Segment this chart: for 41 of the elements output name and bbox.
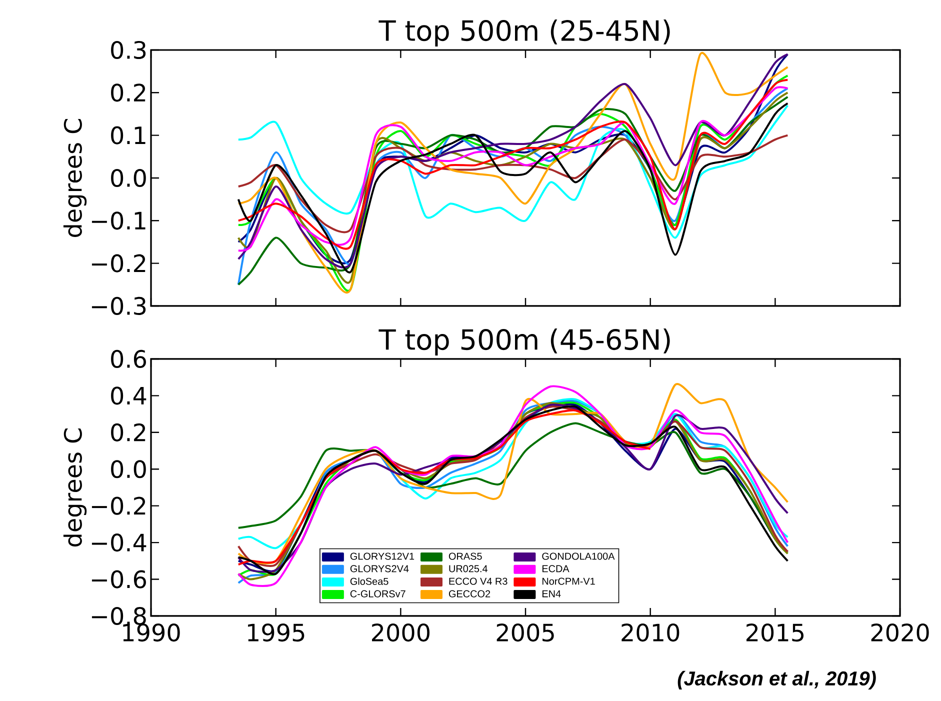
x-tick-label: 2010 <box>622 624 680 642</box>
legend-label: GONDOLA100A <box>542 552 615 560</box>
legend-label: NorCPM-V1 <box>542 578 595 585</box>
y-tick-label: 0.3 <box>111 40 146 60</box>
y-tick-label: −0.2 <box>92 496 146 515</box>
x-tick-label: 2015 <box>746 624 804 642</box>
chart-title: T top 500m (25-45N) <box>378 20 670 46</box>
legend-label: ORAS5 <box>448 552 482 560</box>
y-axis-title: degrees C <box>63 428 87 546</box>
y-tick-label: −0.1 <box>92 212 146 230</box>
y-tick-label: 0.2 <box>111 84 146 102</box>
y-tick-label: −0.3 <box>92 296 146 316</box>
line-series <box>237 409 652 566</box>
legend-label: GloSea5 <box>350 578 388 585</box>
legend-label: ECCO V4 R3 <box>449 578 508 585</box>
legend-label: ECDA <box>542 565 570 572</box>
legend-label: GLORYS2V4 <box>350 565 409 572</box>
legend-label: GECCO2 <box>448 590 490 598</box>
legend-label: EN4 <box>542 590 561 598</box>
x-tick-label: 2005 <box>496 624 554 642</box>
y-tick-label: −0.6 <box>92 570 146 588</box>
legend-label: C-GLORSv7 <box>350 590 406 598</box>
line-series <box>237 104 789 239</box>
y-tick-label: 0.0 <box>111 168 146 188</box>
y-tick-label: 0.1 <box>111 126 146 144</box>
y-tick-label: 0.4 <box>111 386 146 405</box>
x-tick-label: 2020 <box>871 624 929 642</box>
y-axis-title: degrees C <box>63 119 87 237</box>
y-tick-label: −0.8 <box>92 606 146 626</box>
text: (Jackson et al., 2019) <box>678 670 876 690</box>
y-tick-label: −0.4 <box>92 534 146 552</box>
chart-title: T top 500m (45-65N) <box>378 328 670 356</box>
y-tick-label: 0.6 <box>111 350 146 368</box>
legend-label: UR025.4 <box>449 565 488 572</box>
legend-label: GLORYS12V1 <box>350 552 414 560</box>
x-tick-label: 1990 <box>123 624 180 642</box>
y-tick-label: 0.0 <box>111 460 146 478</box>
y-tick-label: 0.2 <box>111 423 146 442</box>
x-tick-label: 2000 <box>372 624 430 642</box>
y-tick-label: −0.2 <box>92 254 146 272</box>
x-tick-label: 1995 <box>248 624 304 642</box>
